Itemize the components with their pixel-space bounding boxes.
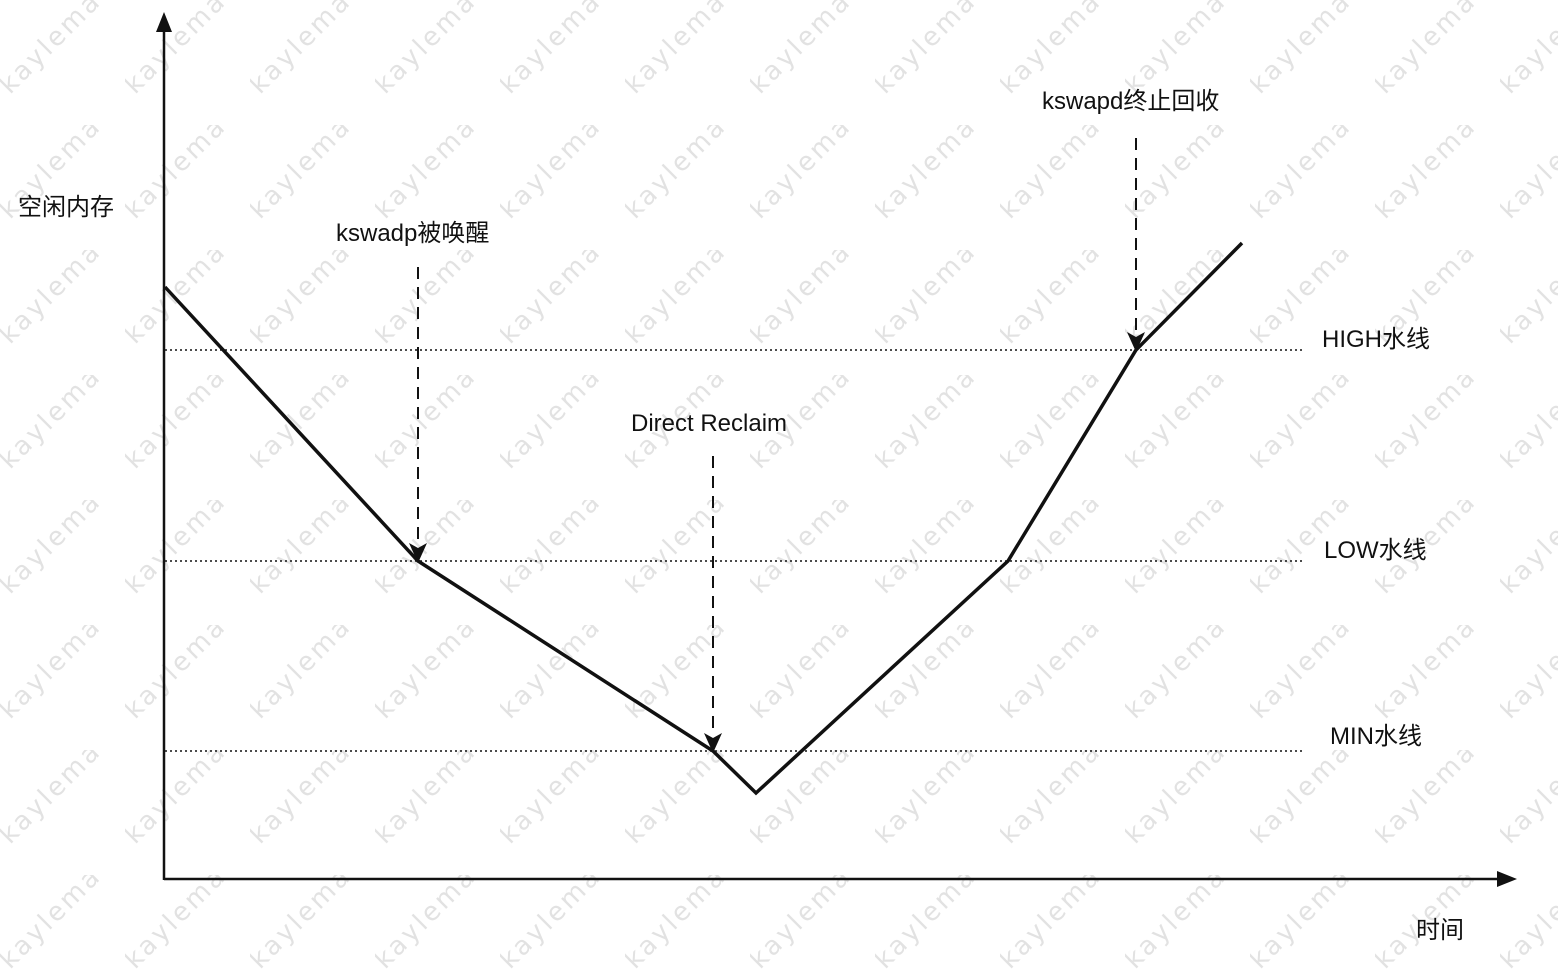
y-axis-arrow-icon — [156, 12, 172, 32]
kswapd-wakeup-arrowhead-icon — [409, 543, 427, 563]
high-watermark-label: HIGH水线 — [1322, 326, 1430, 353]
y-axis-label: 空闲内存 — [18, 194, 114, 221]
direct-reclaim-label: Direct Reclaim — [631, 410, 787, 437]
low-watermark-label: LOW水线 — [1324, 537, 1427, 564]
direct-reclaim-arrowhead-icon — [704, 733, 722, 753]
kswapd-stop-label: kswapd终止回收 — [1042, 88, 1219, 115]
x-axis-arrow-icon — [1497, 871, 1517, 887]
x-axis-label: 时间 — [1416, 917, 1464, 944]
kswapd-stop-arrowhead-icon — [1127, 332, 1145, 352]
kswapd-wakeup-label: kswadp被唤醒 — [336, 220, 489, 247]
min-watermark-label: MIN水线 — [1330, 723, 1422, 750]
